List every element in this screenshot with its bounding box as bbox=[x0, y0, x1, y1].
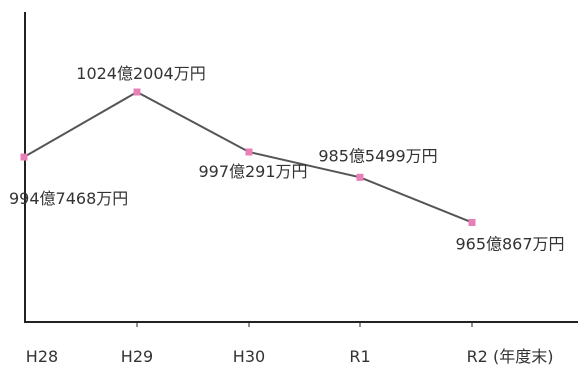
x-ticks bbox=[136, 322, 473, 327]
data-label: 965億867万円 bbox=[455, 234, 564, 253]
data-label: 1024億2004万円 bbox=[76, 64, 205, 83]
data-point bbox=[20, 153, 28, 161]
data-labels: 994億7468万円 1024億2004万円 997億291万円 985億5499万円… bbox=[9, 64, 565, 253]
x-tick-labels: H28 H29 H30 R1 R2 (年度末) bbox=[26, 347, 554, 366]
data-point bbox=[356, 173, 364, 181]
data-label: 985億5499万円 bbox=[318, 146, 437, 165]
data-point bbox=[468, 218, 476, 226]
x-tick-label: H28 bbox=[26, 347, 58, 366]
data-label: 997億291万円 bbox=[198, 162, 307, 181]
data-label: 994億7468万円 bbox=[9, 189, 128, 208]
x-tick-label: R2 (年度末) bbox=[467, 347, 554, 366]
x-tick-label: H30 bbox=[233, 347, 265, 366]
x-tick-label: H29 bbox=[121, 347, 153, 366]
data-points bbox=[20, 88, 476, 226]
data-point bbox=[245, 148, 253, 156]
data-point bbox=[133, 88, 141, 96]
x-tick-label: R1 bbox=[349, 347, 370, 366]
